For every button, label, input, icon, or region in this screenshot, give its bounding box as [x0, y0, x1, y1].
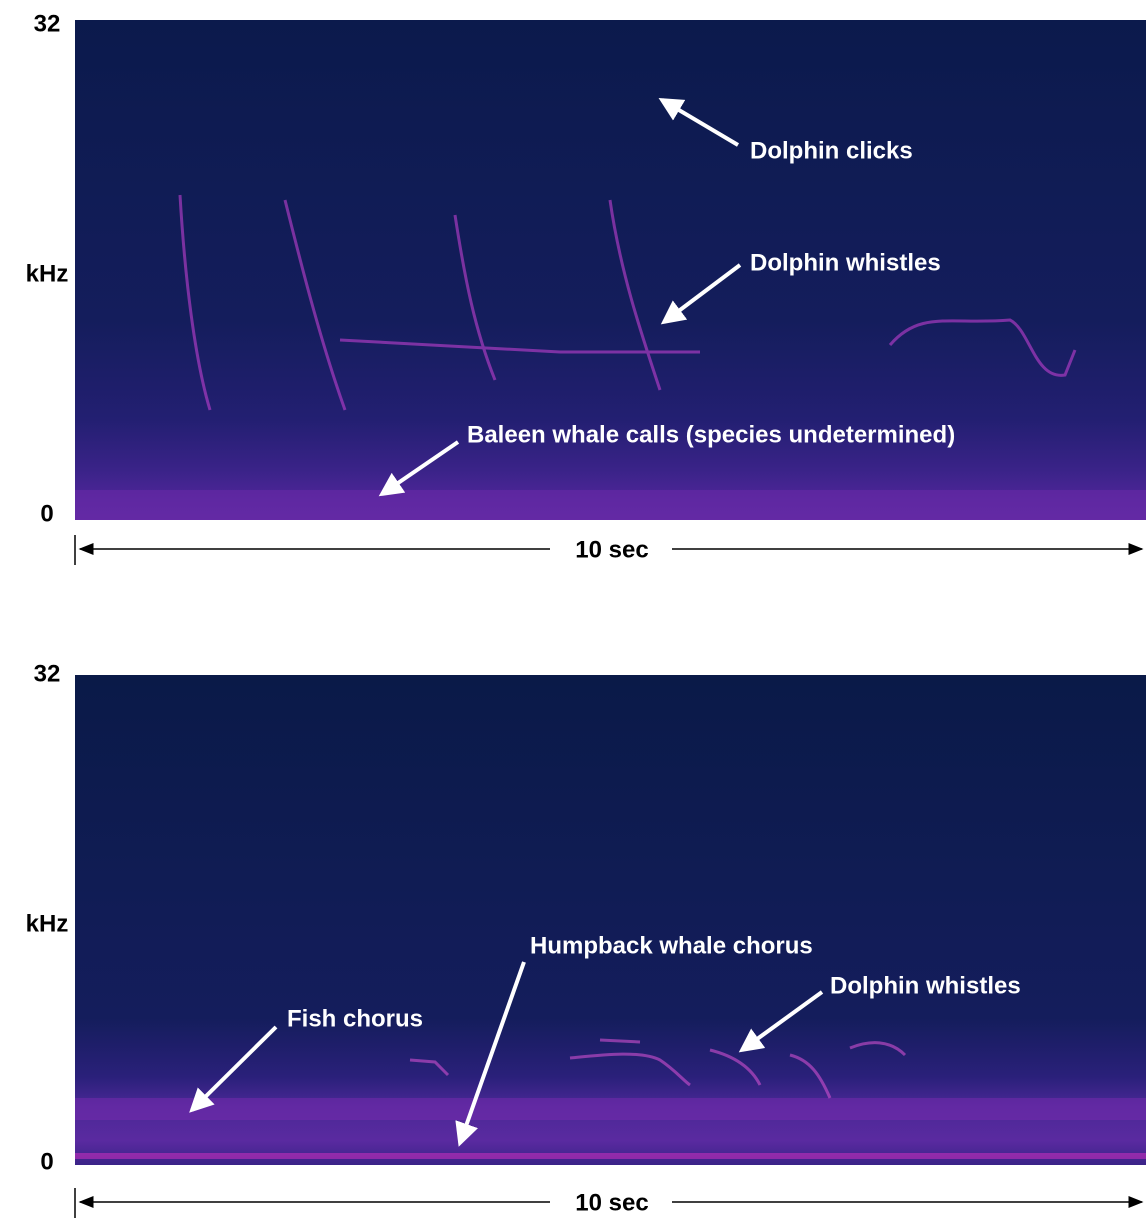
annotation: Fish chorus — [287, 1005, 423, 1032]
y-bottom: 0 — [40, 500, 53, 527]
annotation-arrows — [189, 961, 824, 1147]
annotation: Humpback whale chorus — [530, 932, 813, 959]
y-bottom: 0 — [40, 1148, 53, 1175]
x-span: 10 sec — [575, 536, 648, 563]
spectrogram-1 — [75, 20, 1146, 520]
annotation: Baleen whale calls (species undetermined… — [467, 421, 955, 448]
y-top: 32 — [34, 10, 61, 37]
annotation-arrows — [378, 97, 742, 497]
annotation: Dolphin whistles — [750, 249, 941, 276]
annotation: Dolphin whistles — [830, 972, 1021, 999]
y-unit: kHz — [26, 910, 69, 937]
spectrogram-2 — [75, 675, 1146, 1165]
y-top: 32 — [34, 660, 61, 687]
y-unit: kHz — [26, 260, 69, 287]
annotation: Dolphin clicks — [750, 137, 913, 164]
x-span: 10 sec — [575, 1189, 648, 1216]
